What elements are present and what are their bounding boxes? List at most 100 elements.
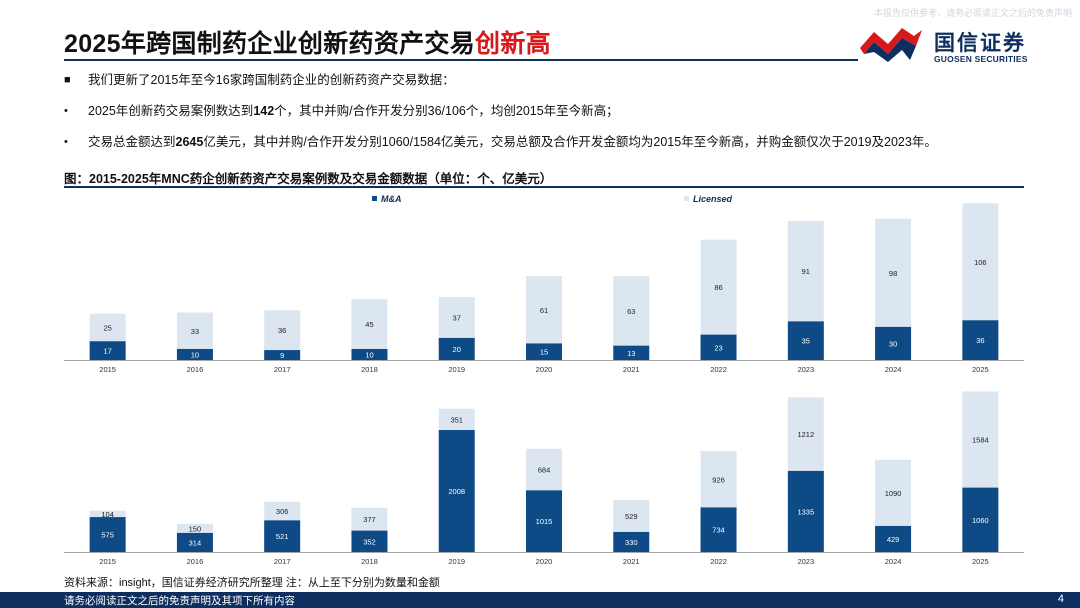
data-label-licensed: 150: [189, 524, 202, 533]
x-tick-label: 2015: [99, 365, 116, 374]
data-label-ma: 15: [540, 348, 548, 357]
data-label-licensed: 377: [363, 515, 376, 524]
x-tick-label: 2020: [536, 557, 553, 566]
bar-licensed: [875, 459, 912, 526]
legend-swatch: [372, 196, 377, 201]
x-tick-label: 2018: [361, 365, 378, 374]
bar-ma: [351, 348, 388, 360]
bar-licensed: [613, 499, 650, 532]
bar-ma: [787, 321, 824, 360]
x-tick-label: 2021: [623, 557, 640, 566]
x-tick-label: 2025: [972, 557, 989, 566]
bullet-item: • 交易总金额达到2645亿美元，其中并购/合作开发分别1060/1584亿美元，…: [64, 134, 1024, 150]
bar-licensed: [875, 218, 912, 327]
bar-licensed: [526, 276, 562, 344]
x-tick-label: 2015: [99, 557, 116, 566]
data-label-licensed: 104: [101, 510, 114, 519]
legend-label: M&A: [381, 194, 402, 204]
bullet-text: 2025年创新药交易案例数达到: [88, 104, 254, 118]
bar-licensed: [700, 451, 737, 508]
x-tick-label: 2019: [448, 557, 465, 566]
logo-mark-icon: [860, 28, 922, 62]
data-label-ma: 1060: [972, 516, 989, 525]
data-label-licensed: 306: [276, 507, 289, 516]
bar-licensed: [176, 523, 213, 533]
bar-ma: [89, 341, 126, 360]
footer-disclaimer: 请务必阅读正文之后的免责声明及其项下所有内容: [64, 595, 295, 607]
bullet-text: 个，其中并购/合作开发分别36/106个，均创2015年至今新高；: [274, 104, 619, 118]
data-label-licensed: 529: [625, 512, 638, 521]
bar-licensed: [962, 203, 999, 321]
page-number: 4: [1057, 593, 1064, 605]
logo-name-en: GUOSEN SECURITIES: [934, 54, 1028, 64]
data-label-licensed: 61: [540, 306, 548, 315]
bullet-text: 亿美元，其中并购/合作开发分别1060/1584亿美元，交易总额及合作开发金额均…: [203, 135, 937, 149]
footer-bar: 请务必阅读正文之后的免责声明及其项下所有内容 4: [0, 592, 1080, 608]
data-label-ma: 2008: [448, 487, 465, 496]
data-label-licensed: 926: [712, 475, 725, 484]
legend-label: Licensed: [693, 194, 733, 204]
source-note: 资料来源：insight，国信证券经济研究所整理 注：从上至下分别为数量和金额: [64, 577, 440, 589]
data-label-licensed: 106: [974, 258, 987, 267]
data-label-ma: 734: [712, 526, 725, 535]
bar-licensed: [176, 312, 213, 349]
x-tick-label: 2017: [274, 365, 291, 374]
bar-licensed: [787, 397, 824, 471]
data-label-ma: 36: [976, 336, 984, 345]
data-label-ma: 10: [365, 350, 373, 359]
bar-ma: [962, 487, 999, 552]
bar-licensed: [700, 239, 737, 335]
data-label-ma: 35: [802, 337, 810, 346]
bar-ma: [351, 530, 388, 552]
data-label-ma: 13: [627, 349, 635, 358]
bar-licensed: [89, 313, 126, 342]
data-label-licensed: 1212: [797, 430, 814, 439]
bar-licensed: [89, 510, 126, 518]
bullet-item: • 2025年创新药交易案例数达到142个，其中并购/合作开发分别36/106个，…: [64, 103, 1024, 119]
logo: 国信证券 GUOSEN SECURITIES: [858, 24, 1038, 66]
x-tick-label: 2024: [885, 365, 902, 374]
bar-ma: [962, 320, 999, 360]
bar-ma: [526, 490, 562, 552]
data-label-ma: 521: [276, 532, 289, 541]
data-label-licensed: 1584: [972, 436, 989, 445]
data-label-ma: 1015: [536, 517, 553, 526]
bar-licensed: [787, 220, 824, 322]
bar-licensed: [351, 507, 388, 531]
data-label-licensed: 86: [714, 283, 722, 292]
bar-ma: [875, 326, 912, 360]
page-title: 2025年跨国制药企业创新药资产交易创新高: [64, 24, 551, 60]
bar-licensed: [613, 276, 650, 346]
bar-ma: [438, 430, 475, 552]
x-tick-label: 2021: [623, 365, 640, 374]
x-tick-label: 2022: [710, 557, 727, 566]
x-tick-label: 2019: [448, 365, 465, 374]
bar-ma: [875, 525, 912, 552]
data-label-ma: 352: [363, 537, 376, 546]
bullet-marker: ■: [64, 74, 71, 86]
figure-title: 图：2015-2025年MNC药企创新药资产交易案例数及交易金额数据（单位：个、…: [64, 172, 553, 186]
x-tick-label: 2018: [361, 557, 378, 566]
data-label-ma: 575: [101, 531, 114, 540]
chart-deal-count: M&A Licensed17252015103320169362017104520…: [64, 194, 1024, 374]
data-label-licensed: 37: [453, 314, 461, 323]
data-label-licensed: 36: [278, 326, 286, 335]
data-label-ma: 429: [887, 535, 900, 544]
bar-ma: [264, 350, 301, 360]
chart-deal-amount: 575 104 2015 314 150 2016 521 306 2017 352 377 2018…: [64, 391, 1024, 566]
bullet-highlight: 142: [253, 104, 275, 118]
bar-ma: [700, 334, 737, 360]
data-label-ma: 17: [103, 347, 111, 356]
x-tick-label: 2016: [187, 557, 204, 566]
bullet-text: 我们更新了2015年至今16家跨国制药企业的创新药资产交易数据：: [88, 73, 455, 87]
bar-licensed: [264, 501, 301, 521]
data-label-licensed: 91: [802, 267, 810, 276]
title-divider: [64, 59, 858, 61]
bullet-highlight: 2645: [175, 135, 204, 149]
x-tick-label: 2022: [710, 365, 727, 374]
bar-licensed: [962, 391, 999, 488]
bar-ma: [176, 348, 213, 360]
x-tick-label: 2023: [797, 557, 814, 566]
data-label-ma: 23: [714, 343, 722, 352]
data-label-ma: 314: [189, 538, 202, 547]
